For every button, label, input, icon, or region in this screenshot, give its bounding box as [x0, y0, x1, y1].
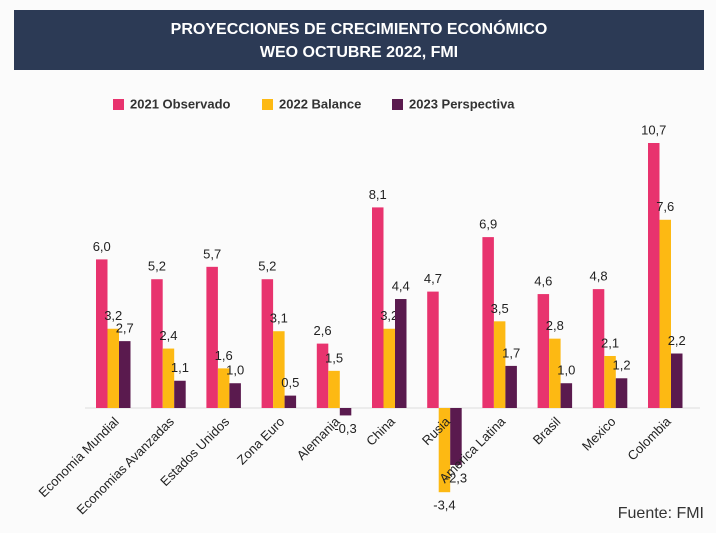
bar — [648, 143, 660, 408]
legend-label: 2021 Observado — [130, 96, 231, 111]
value-label: 4,6 — [534, 274, 552, 289]
value-label: 2,1 — [601, 335, 619, 350]
source: Fuente: FMI — [618, 505, 704, 522]
bar — [151, 279, 163, 408]
bar — [671, 353, 683, 408]
value-label: 1,6 — [215, 348, 233, 363]
bar — [273, 331, 285, 408]
value-label: 5,2 — [148, 259, 166, 274]
value-label: 2,8 — [546, 318, 564, 333]
bar — [96, 259, 108, 408]
value-label: 10,7 — [641, 122, 666, 137]
value-label: 3,1 — [270, 311, 288, 326]
value-label: 2,6 — [314, 323, 332, 338]
bar — [284, 395, 297, 408]
legend-swatch — [262, 99, 273, 110]
value-label: -0,3 — [334, 421, 356, 436]
value-label: 1,5 — [325, 350, 343, 365]
bar — [383, 328, 395, 408]
value-label: 6,0 — [93, 239, 111, 254]
bar — [450, 408, 462, 465]
bar — [537, 294, 550, 408]
value-label: 1,0 — [226, 363, 244, 378]
legend-label: 2023 Perspectiva — [409, 96, 515, 111]
bar — [395, 299, 407, 408]
value-label: 2,4 — [159, 328, 177, 343]
legend-swatch — [113, 99, 124, 110]
chart-title: PROYECCIONES DE CRECIMIENTO ECONÓMICO — [171, 19, 548, 38]
legend-swatch — [392, 99, 403, 110]
value-label: 6,9 — [479, 217, 497, 232]
bar — [206, 266, 218, 408]
bar — [217, 368, 230, 408]
bar — [659, 219, 671, 408]
title-banner — [14, 10, 704, 70]
value-label: 3,2 — [104, 308, 122, 323]
value-label: 1,2 — [613, 358, 631, 373]
value-label: 4,4 — [392, 278, 410, 293]
bar — [372, 207, 384, 408]
bar — [493, 321, 506, 408]
value-label: 8,1 — [369, 187, 387, 202]
legend-label: 2022 Balance — [279, 96, 361, 111]
value-label: 1,0 — [557, 363, 575, 378]
bar — [427, 291, 439, 408]
value-label: 1,7 — [502, 345, 520, 360]
bar — [107, 328, 119, 408]
value-label: 4,8 — [590, 269, 608, 284]
bar — [328, 370, 340, 408]
bar — [229, 383, 241, 408]
value-label: 2,7 — [116, 321, 134, 336]
bar — [174, 380, 186, 408]
bar — [615, 378, 628, 408]
value-label: 7,6 — [656, 199, 674, 214]
bar — [438, 408, 451, 493]
value-label: -2,3 — [445, 470, 467, 485]
bar — [162, 348, 175, 408]
value-label: 4,7 — [424, 271, 442, 286]
bar — [604, 355, 616, 408]
chart-subtitle: WEO OCTUBRE 2022, FMI — [260, 44, 458, 61]
bar — [505, 365, 517, 408]
bar — [560, 383, 573, 408]
value-label: 0,5 — [281, 375, 299, 390]
value-label: 1,1 — [171, 360, 189, 375]
value-label: 5,2 — [258, 259, 276, 274]
bar — [592, 289, 605, 408]
bar — [316, 343, 329, 408]
bar — [482, 237, 494, 408]
bar — [549, 338, 561, 408]
value-label: 3,2 — [380, 308, 398, 323]
value-label: -3,4 — [433, 498, 455, 513]
value-label: 5,7 — [203, 246, 221, 261]
bar — [339, 408, 352, 416]
value-label: 2,2 — [668, 333, 686, 348]
bar — [261, 279, 274, 408]
bar — [119, 341, 131, 408]
value-label: 3,5 — [491, 301, 509, 316]
